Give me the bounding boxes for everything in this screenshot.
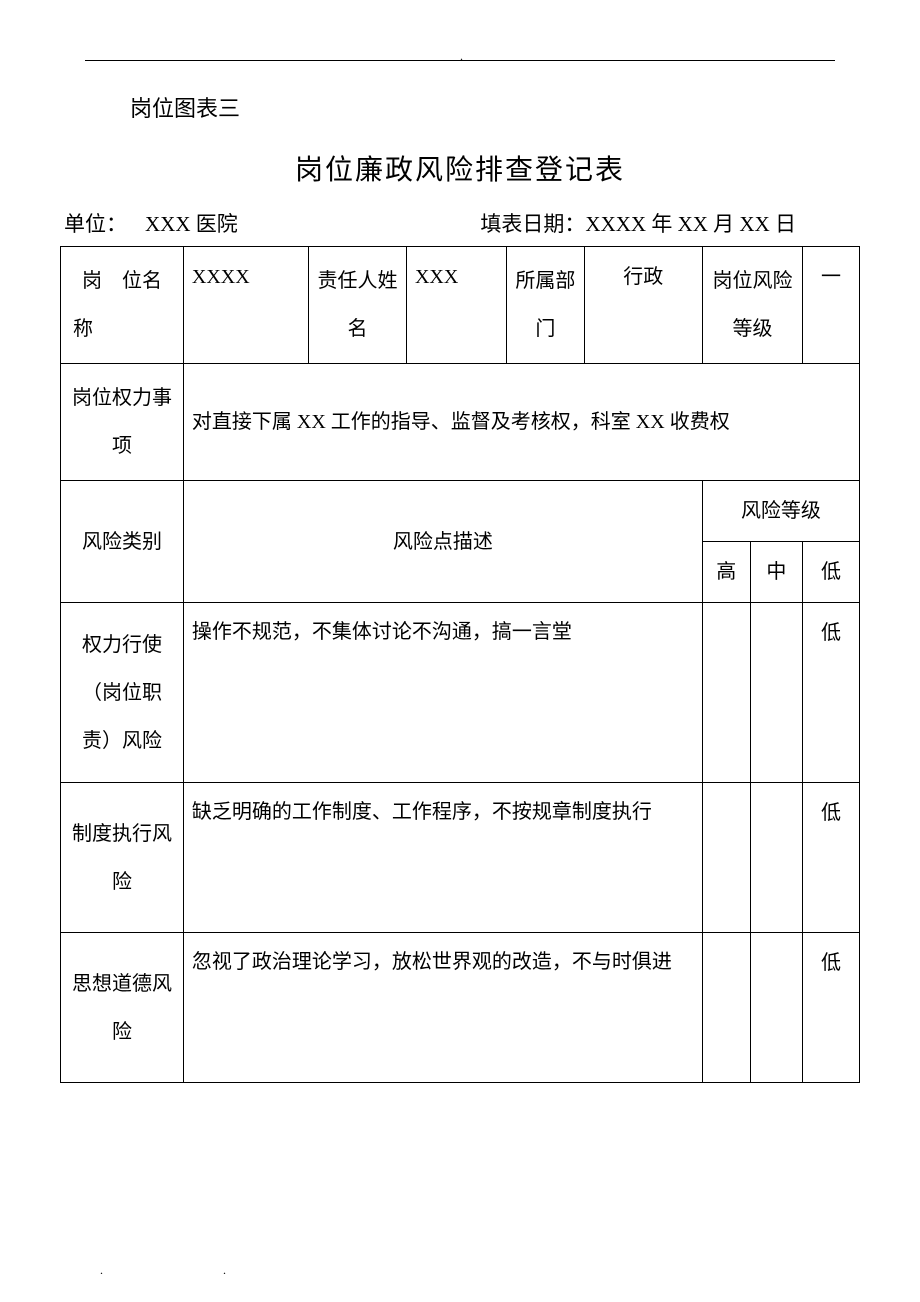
risk-category: 思想道德风险 bbox=[61, 933, 184, 1083]
risk-description: 缺乏明确的工作制度、工作程序，不按规章制度执行 bbox=[183, 783, 702, 933]
risk-high bbox=[702, 603, 750, 783]
col-description: 风险点描述 bbox=[183, 481, 702, 603]
dept-label: 所属部门 bbox=[507, 247, 584, 364]
col-high: 高 bbox=[702, 542, 750, 603]
position-value: XXXX bbox=[183, 247, 308, 364]
unit-value: XXX 医院 bbox=[145, 208, 238, 238]
position-label: 岗 位名 称 bbox=[61, 247, 184, 364]
table-row: 制度执行风险 缺乏明确的工作制度、工作程序，不按规章制度执行 低 bbox=[61, 783, 860, 933]
risk-low: 低 bbox=[803, 783, 860, 933]
responsible-value: XXX bbox=[406, 247, 506, 364]
risk-description: 忽视了政治理论学习，放松世界观的改造，不与时俱进 bbox=[183, 933, 702, 1083]
risk-description: 操作不规范，不集体讨论不沟通，搞一言堂 bbox=[183, 603, 702, 783]
unit-label: 单位： bbox=[64, 208, 127, 238]
dept-value: 行政 bbox=[584, 247, 702, 364]
risk-mid bbox=[750, 783, 802, 933]
date-label: 填表日期：XXXX 年 XX 月 XX 日 bbox=[480, 212, 796, 236]
meta-row: 单位： XXX 医院 填表日期：XXXX 年 XX 月 XX 日 bbox=[60, 208, 860, 238]
info-row-1: 岗 位名 称 XXXX 责任人姓名 XXX 所属部门 行政 岗位风险等级 一 bbox=[61, 247, 860, 364]
col-risk-level: 风险等级 bbox=[702, 481, 859, 542]
table-row: 思想道德风险 忽视了政治理论学习，放松世界观的改造，不与时俱进 低 bbox=[61, 933, 860, 1083]
risk-level-value: 一 bbox=[803, 247, 860, 364]
authority-label: 岗位权力事项 bbox=[61, 364, 184, 481]
document-title: 岗位廉政风险排查登记表 bbox=[60, 148, 860, 188]
risk-low: 低 bbox=[803, 603, 860, 783]
col-low: 低 bbox=[803, 542, 860, 603]
header-divider bbox=[85, 60, 835, 61]
footer-dots: .. bbox=[100, 1263, 860, 1278]
responsible-label: 责任人姓名 bbox=[309, 247, 407, 364]
risk-mid bbox=[750, 933, 802, 1083]
col-mid: 中 bbox=[750, 542, 802, 603]
risk-low: 低 bbox=[803, 933, 860, 1083]
authority-value: 对直接下属 XX 工作的指导、监督及考核权，科室 XX 收费权 bbox=[183, 364, 859, 481]
table-row: 权力行使（岗位职责）风险 操作不规范，不集体讨论不沟通，搞一言堂 低 bbox=[61, 603, 860, 783]
risk-category: 制度执行风险 bbox=[61, 783, 184, 933]
section-heading: 岗位图表三 bbox=[130, 91, 860, 123]
risk-high bbox=[702, 783, 750, 933]
risk-category: 权力行使（岗位职责）风险 bbox=[61, 603, 184, 783]
info-row-2: 岗位权力事项 对直接下属 XX 工作的指导、监督及考核权，科室 XX 收费权 bbox=[61, 364, 860, 481]
risk-level-label: 岗位风险等级 bbox=[702, 247, 802, 364]
col-category: 风险类别 bbox=[61, 481, 184, 603]
risk-table: 岗 位名 称 XXXX 责任人姓名 XXX 所属部门 行政 岗位风险等级 一 岗… bbox=[60, 246, 860, 1083]
header-row: 风险类别 风险点描述 风险等级 bbox=[61, 481, 860, 542]
risk-mid bbox=[750, 603, 802, 783]
risk-high bbox=[702, 933, 750, 1083]
